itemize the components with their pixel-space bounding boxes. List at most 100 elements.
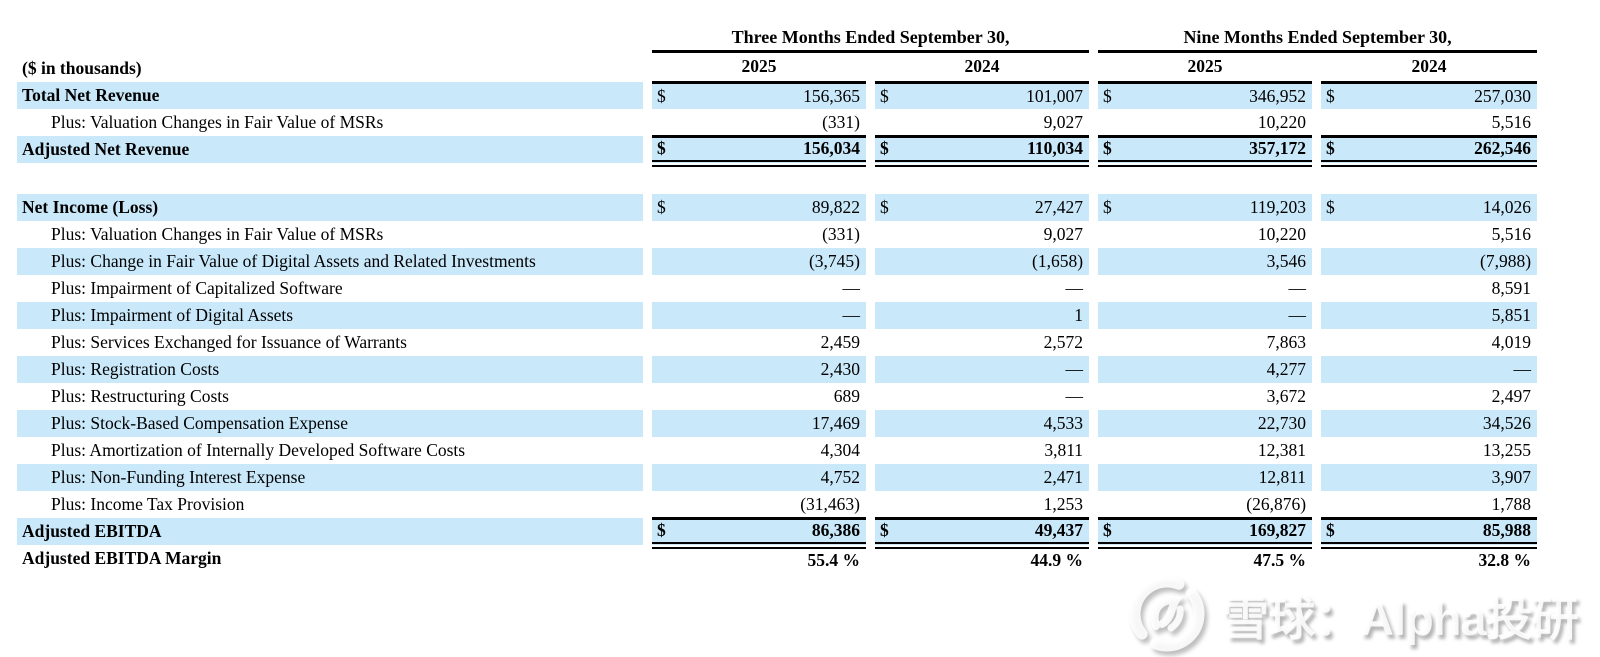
year-header-9m-2025: 2025 (1098, 51, 1313, 84)
currency-symbol-cell: $ (875, 134, 901, 167)
column-gap (866, 518, 875, 545)
currency-symbol-cell (652, 464, 678, 491)
column-gap (866, 410, 875, 437)
row-label: Plus: Non-Funding Interest Expense (17, 464, 643, 491)
column-gap (1089, 383, 1098, 410)
currency-symbol-cell: $ (1321, 516, 1348, 549)
table-row: Net Income (Loss) $89,822 $27,427 $119,203 $… (17, 194, 1538, 221)
currency-symbol-cell (875, 410, 901, 437)
column-gap (643, 410, 652, 437)
table-row: Plus: Valuation Changes in Fair Value of… (17, 109, 1537, 136)
column-gap (1312, 221, 1321, 248)
value-cell: 10,220 (1257, 224, 1307, 245)
currency-symbol-cell (1321, 329, 1347, 356)
table-row: Plus: Income Tax Provision (31,463) 1,253 (… (17, 491, 1537, 518)
value-cell: 17,469 (678, 410, 866, 437)
currency-symbol-cell: $ (1321, 82, 1348, 109)
currency-symbol-cell (652, 302, 678, 329)
value-cell: — (1347, 356, 1538, 383)
column-gap (1089, 410, 1098, 437)
currency-symbol-cell: $ (1098, 194, 1125, 221)
column-gap (643, 302, 652, 329)
currency-symbol-cell (1098, 491, 1124, 518)
row-label: Plus: Valuation Changes in Fair Value of… (51, 112, 384, 133)
column-gap (643, 545, 652, 572)
currency-symbol-cell: $ (875, 516, 901, 549)
column-gap (866, 248, 875, 275)
currency-symbol-cell: $ (875, 82, 901, 109)
value-cell: — (678, 302, 866, 329)
currency-symbol-cell (652, 221, 678, 248)
value-cell: — (1124, 302, 1313, 329)
row-label: Adjusted Net Revenue (17, 136, 643, 163)
column-gap (866, 221, 875, 248)
table-row: Total Net Revenue $156,365 $101,007 $346,95… (17, 82, 1538, 109)
value-cell: — (1065, 278, 1084, 299)
spacer-row (17, 163, 1537, 194)
row-label: Total Net Revenue (17, 82, 643, 109)
column-gap (1312, 464, 1321, 491)
column-gap (1312, 302, 1321, 329)
value-cell: 5,516 (1491, 224, 1532, 245)
value-cell: (31,463) (800, 493, 860, 514)
row-label: Adjusted EBITDA (17, 518, 643, 545)
value-cell: 3,672 (1266, 386, 1307, 407)
currency-symbol-cell (1098, 302, 1125, 329)
column-gap (1089, 51, 1098, 82)
currency-symbol-cell (1321, 410, 1348, 437)
group-header-three-months: Three Months Ended September 30, (652, 26, 1090, 53)
currency-symbol-cell: $ (1098, 516, 1125, 549)
value-cell: 4,304 (820, 440, 860, 461)
column-gap (1312, 194, 1321, 221)
currency-symbol-cell (1321, 356, 1348, 383)
value-cell: (331) (822, 224, 860, 245)
year-header-3m-2024: 2024 (875, 51, 1090, 84)
table-row: Plus: Impairment of Digital Assets — 1 — 5,8… (17, 302, 1538, 329)
value-cell: 4,277 (1124, 356, 1313, 383)
currency-symbol-cell (875, 302, 901, 329)
value-cell: 55.4 % (807, 550, 861, 571)
value-cell: 22,730 (1124, 410, 1313, 437)
financial-table: Three Months Ended September 30, Nine Mo… (17, 26, 1538, 572)
row-label: Net Income (Loss) (17, 194, 643, 221)
value-cell: 262,546 (1347, 134, 1538, 167)
table-row: Plus: Change in Fair Value of Digital As… (17, 248, 1538, 275)
column-gap (1312, 437, 1321, 464)
column-gap (1089, 302, 1098, 329)
currency-symbol-cell (1098, 464, 1125, 491)
currency-symbol-cell (1098, 109, 1124, 136)
value-cell: 86,386 (678, 516, 866, 549)
value-cell: 3,811 (1044, 440, 1084, 461)
value-cell: 2,471 (901, 464, 1090, 491)
table-row: Adjusted EBITDA $86,386 $49,437 $169,827 $85… (17, 516, 1538, 549)
value-cell: 12,811 (1124, 464, 1313, 491)
currency-symbol-cell (1098, 356, 1125, 383)
currency-symbol-cell (652, 410, 678, 437)
value-cell: 2,572 (1043, 332, 1084, 353)
currency-symbol-cell: $ (1098, 134, 1125, 167)
value-cell: 156,365 (678, 82, 866, 109)
column-gap (643, 275, 652, 302)
table-row: Adjusted Net Revenue $156,034 $110,034 $357… (17, 134, 1538, 167)
column-gap (866, 329, 875, 356)
column-gap (1089, 491, 1098, 518)
value-cell: 7,863 (1266, 332, 1307, 353)
value-cell: 12,381 (1257, 440, 1307, 461)
column-gap (1312, 248, 1321, 275)
column-gap (1312, 545, 1321, 572)
value-cell: 1 (901, 302, 1090, 329)
currency-symbol-cell (652, 275, 678, 302)
value-cell: 2,459 (820, 332, 860, 353)
column-gap (643, 221, 652, 248)
unit-label: ($ in thousands) (22, 57, 142, 78)
column-gap (866, 82, 875, 109)
column-gap (866, 275, 875, 302)
currency-symbol-cell (1321, 383, 1347, 410)
value-cell: (1,658) (901, 248, 1090, 275)
value-cell: 5,851 (1347, 302, 1538, 329)
table-row: Plus: Amortization of Internally Develop… (17, 437, 1537, 464)
column-gap (1312, 518, 1321, 545)
column-gap (866, 356, 875, 383)
value-cell: 169,827 (1124, 516, 1313, 549)
currency-symbol-cell (875, 356, 901, 383)
